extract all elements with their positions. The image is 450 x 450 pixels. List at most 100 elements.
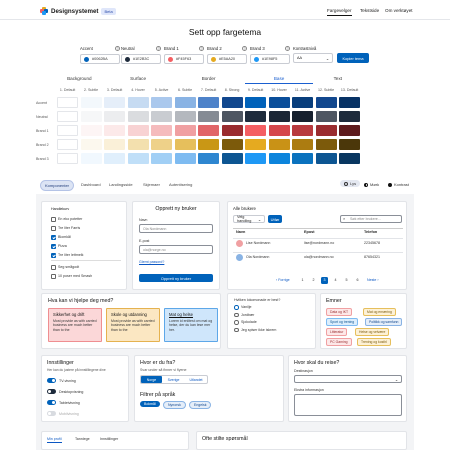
color-cell[interactable] xyxy=(245,153,267,164)
color-cell[interactable] xyxy=(151,97,173,108)
color-cell[interactable] xyxy=(104,125,126,136)
nav-tekstside[interactable]: Tekstside xyxy=(360,8,380,13)
name-input[interactable]: Ola Nordmann xyxy=(139,224,213,233)
color-cell[interactable] xyxy=(151,111,173,122)
color-cell[interactable] xyxy=(339,153,361,164)
color-cell[interactable] xyxy=(127,153,149,164)
page-button[interactable]: 2 xyxy=(312,278,315,282)
color-cell[interactable] xyxy=(315,153,337,164)
color-cell[interactable] xyxy=(57,125,79,136)
color-cell[interactable] xyxy=(268,97,290,108)
color-cell[interactable] xyxy=(57,153,79,164)
contrast-select[interactable]: AA ⌄ xyxy=(293,53,333,63)
color-cell[interactable] xyxy=(245,111,267,122)
brand-logo[interactable]: Designsystemet Beta xyxy=(40,7,116,15)
pill-nynorsk[interactable]: Nynorsk xyxy=(163,401,186,410)
color-cell[interactable] xyxy=(104,153,126,164)
color-cell[interactable] xyxy=(221,97,243,108)
color-cell[interactable] xyxy=(127,139,149,150)
color-cell[interactable] xyxy=(268,111,290,122)
checkbox[interactable] xyxy=(51,253,56,258)
color-cell[interactable] xyxy=(339,111,361,122)
color-cell[interactable] xyxy=(245,139,267,150)
segment-utlandet[interactable]: Utlandet xyxy=(189,377,203,382)
color-cell[interactable] xyxy=(104,139,126,150)
checkbox[interactable] xyxy=(51,265,56,270)
color-cell[interactable] xyxy=(315,111,337,122)
color-cell[interactable] xyxy=(268,125,290,136)
action-select[interactable]: Velg handling ⌄ xyxy=(233,215,265,223)
help-icon[interactable]: ? xyxy=(156,46,161,51)
tab-autentisering[interactable]: Autentisering xyxy=(169,182,193,187)
page-button[interactable]: 3 xyxy=(321,276,328,284)
mode-dark[interactable]: Mørk xyxy=(364,182,379,187)
color-cell[interactable] xyxy=(315,139,337,150)
page-button[interactable]: 5 xyxy=(345,278,348,282)
help-icon[interactable]: ? xyxy=(199,46,204,51)
segment-sverige[interactable]: Sverige xyxy=(167,377,180,382)
color-cell[interactable] xyxy=(174,153,196,164)
tab-landingsside[interactable]: Landingsside xyxy=(109,182,133,187)
help-icon[interactable]: ? xyxy=(285,46,290,51)
email-input[interactable]: ola@norge.no xyxy=(139,245,213,254)
user-search-input[interactable]: Søk etter brukere... xyxy=(340,215,402,223)
topic-chip[interactable]: Data og IKT xyxy=(326,308,353,316)
color-cell[interactable] xyxy=(198,125,220,136)
color-cell[interactable] xyxy=(174,139,196,150)
page-button[interactable]: 1 xyxy=(301,278,304,282)
color-cell[interactable] xyxy=(315,125,337,136)
color-cell[interactable] xyxy=(292,153,314,164)
radio-button[interactable] xyxy=(234,320,239,325)
checkbox[interactable] xyxy=(51,244,56,249)
nav-fargevelger[interactable]: Fargevelger xyxy=(327,8,352,16)
pagination-prev[interactable]: ‹ Forrige xyxy=(276,278,290,282)
color-cell[interactable] xyxy=(151,139,173,150)
segment-norge[interactable]: Norge xyxy=(141,376,162,383)
color-cell[interactable] xyxy=(315,97,337,108)
color-cell[interactable] xyxy=(57,97,79,108)
color-cell[interactable] xyxy=(198,97,220,108)
topic-chip[interactable]: Trening og kosthl xyxy=(357,338,391,346)
toggle-switch[interactable] xyxy=(47,411,56,416)
color-cell[interactable] xyxy=(174,125,196,136)
group-header[interactable]: Background xyxy=(67,76,92,81)
color-cell[interactable] xyxy=(174,97,196,108)
color-cell[interactable] xyxy=(245,125,267,136)
color-input[interactable]: #F45F63 xyxy=(164,54,204,64)
help-icon[interactable]: ? xyxy=(115,46,120,51)
tab-skjemaer[interactable]: Skjemaer xyxy=(143,182,160,187)
color-cell[interactable] xyxy=(339,125,361,136)
topic-chip[interactable]: Mat og ernæring xyxy=(363,308,396,316)
color-cell[interactable] xyxy=(57,111,79,122)
color-cell[interactable] xyxy=(268,153,290,164)
tab-innstillinger[interactable]: Innstillinger xyxy=(100,437,119,441)
topic-chip[interactable]: Litteratur xyxy=(326,328,348,336)
color-cell[interactable] xyxy=(268,139,290,150)
group-header[interactable]: Border xyxy=(201,76,216,81)
page-button[interactable]: 4 xyxy=(334,278,337,282)
color-cell[interactable] xyxy=(127,111,149,122)
checkbox[interactable] xyxy=(51,274,56,279)
toggle-switch[interactable] xyxy=(47,400,56,405)
checkbox[interactable] xyxy=(51,217,56,222)
color-cell[interactable] xyxy=(80,153,102,164)
color-cell[interactable] xyxy=(245,97,267,108)
pagination-next[interactable]: Neste › xyxy=(367,278,379,282)
color-cell[interactable] xyxy=(80,111,102,122)
nav-om-verktoyet[interactable]: Om verktøyet xyxy=(385,8,413,13)
create-user-button[interactable]: Opprett ny bruker xyxy=(139,274,213,282)
group-header[interactable]: Base xyxy=(245,76,314,84)
radio-button[interactable] xyxy=(234,312,239,317)
extra-info-textarea[interactable] xyxy=(294,394,402,416)
color-cell[interactable] xyxy=(221,153,243,164)
copy-theme-button[interactable]: Kopier tema xyxy=(337,53,369,63)
color-cell[interactable] xyxy=(127,97,149,108)
color-cell[interactable] xyxy=(339,139,361,150)
color-cell[interactable] xyxy=(221,125,243,136)
color-cell[interactable] xyxy=(292,97,314,108)
help-icon[interactable]: ? xyxy=(242,46,247,51)
color-cell[interactable] xyxy=(80,125,102,136)
color-cell[interactable] xyxy=(198,111,220,122)
destination-select[interactable]: ⌄ xyxy=(294,375,402,383)
topic-chip[interactable]: Helse og velvære xyxy=(355,328,390,336)
